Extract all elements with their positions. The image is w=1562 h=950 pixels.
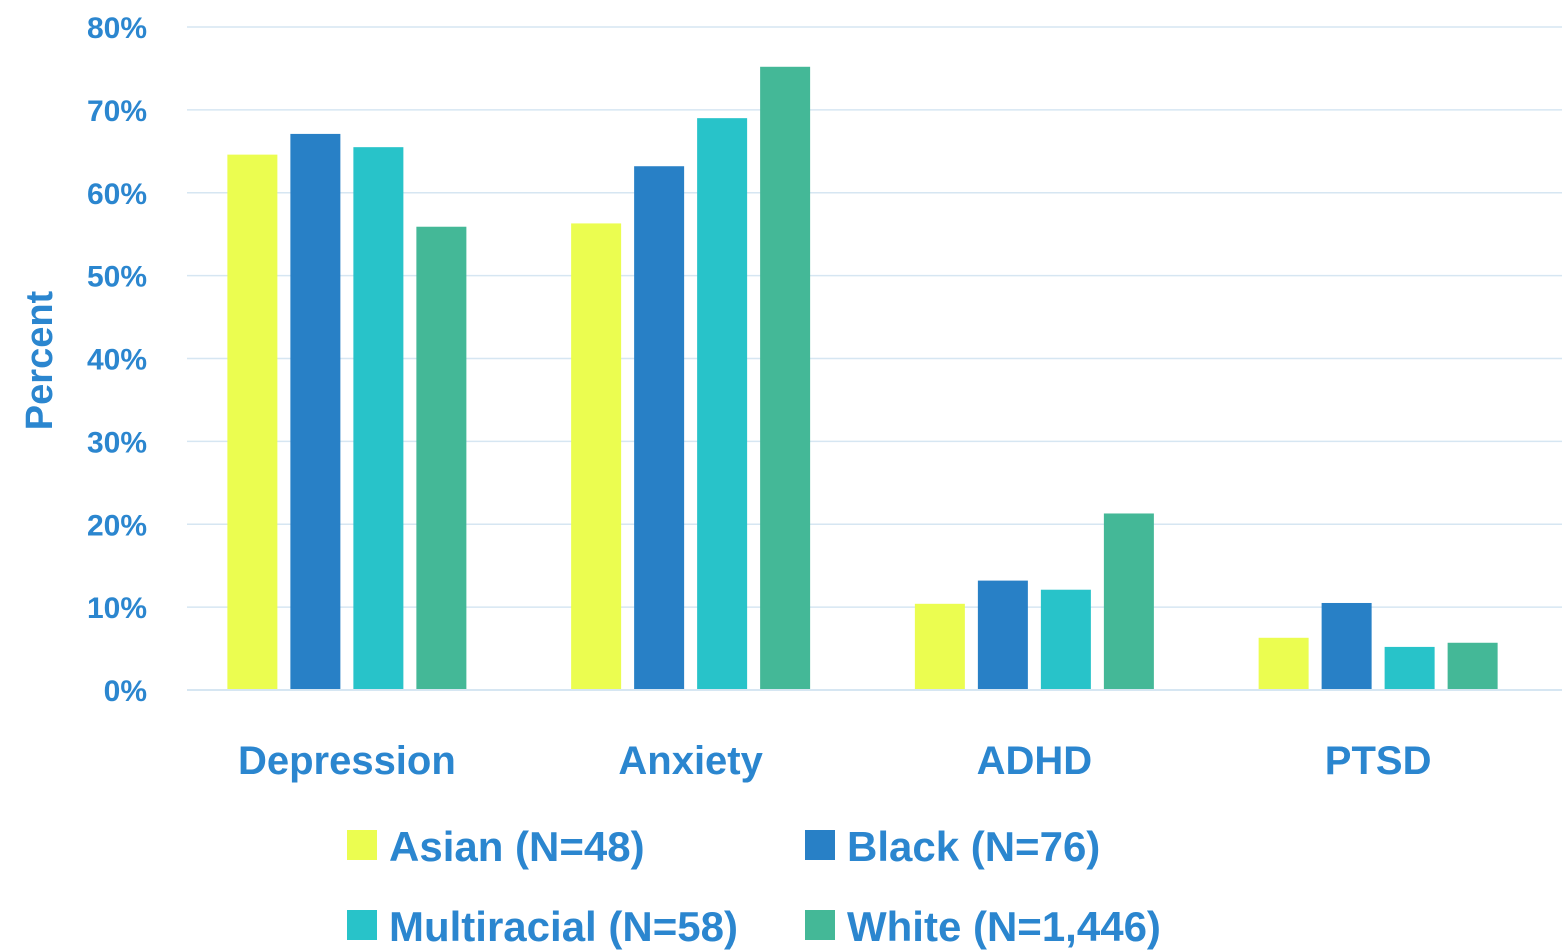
y-tick-label: 0%	[104, 675, 147, 708]
bar	[914, 603, 965, 690]
legend-item: Black (N=76)	[805, 823, 1100, 870]
bar	[1103, 513, 1154, 690]
bar	[571, 223, 622, 690]
y-tick-label: 60%	[87, 178, 147, 211]
bar	[227, 154, 278, 690]
y-tick-label: 40%	[87, 344, 147, 377]
legend-label: Black (N=76)	[847, 823, 1100, 870]
bar	[1258, 637, 1309, 690]
y-tick-label: 30%	[87, 426, 147, 459]
bar	[353, 147, 404, 690]
legend-swatch	[805, 910, 835, 940]
legend-item: Asian (N=48)	[347, 823, 645, 870]
legend-label: Asian (N=48)	[389, 823, 645, 870]
legend-swatch	[347, 830, 377, 860]
x-axis-category-labels: Depression Anxiety ADHD PTSD	[238, 739, 1432, 783]
bar	[290, 133, 341, 690]
y-tick-label: 20%	[87, 509, 147, 542]
x-category-label: Anxiety	[618, 739, 763, 783]
gridlines	[187, 26, 1562, 608]
y-tick-label: 50%	[87, 261, 147, 294]
bar	[1040, 589, 1091, 690]
legend-label: White (N=1,446)	[847, 903, 1161, 950]
legend-swatch	[805, 830, 835, 860]
bar	[977, 580, 1028, 690]
legend-label: Multiracial (N=58)	[389, 903, 738, 950]
bar	[634, 166, 685, 691]
bar	[416, 226, 467, 690]
bar	[1321, 602, 1372, 690]
y-axis-tick-labels: 0% 10% 20% 30% 40% 50% 60% 70% 80%	[87, 12, 147, 708]
bar	[1384, 646, 1435, 690]
x-category-label: Depression	[238, 739, 456, 783]
bar	[1447, 642, 1498, 690]
legend: Asian (N=48) Black (N=76) Multiracial (N=5…	[347, 823, 1161, 950]
y-tick-label: 70%	[87, 95, 147, 128]
y-tick-label: 10%	[87, 592, 147, 625]
bar	[697, 118, 748, 691]
y-tick-label: 80%	[87, 12, 147, 45]
legend-item: White (N=1,446)	[805, 903, 1161, 950]
x-category-label: ADHD	[977, 739, 1093, 783]
legend-item: Multiracial (N=58)	[347, 903, 738, 950]
bar	[760, 66, 811, 690]
x-category-label: PTSD	[1325, 739, 1432, 783]
bars	[227, 66, 1498, 691]
y-axis-title: Percent	[19, 290, 61, 430]
legend-swatch	[347, 910, 377, 940]
